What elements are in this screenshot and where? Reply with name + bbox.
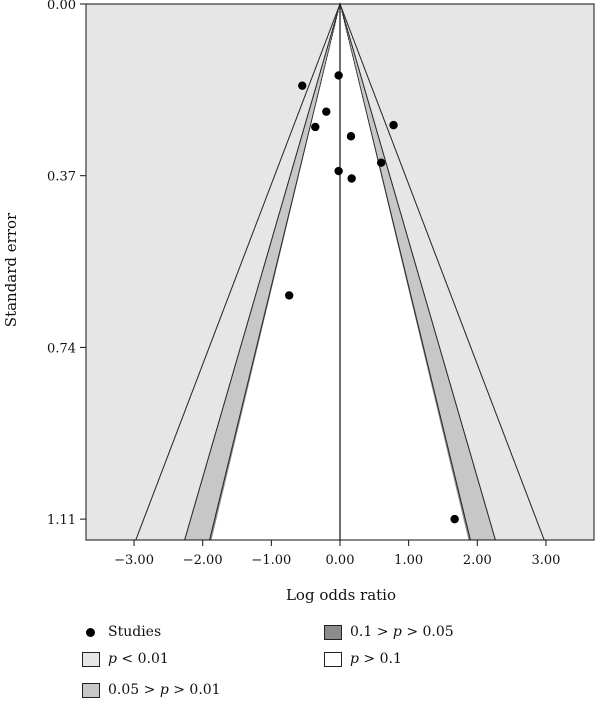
study-point (376, 158, 386, 167)
x-tick-label: 2.00 (463, 553, 492, 568)
y-tick-label: 0.74 (47, 341, 76, 356)
study-point (311, 122, 320, 132)
study-point (450, 514, 459, 524)
y-tick-label: 1.11 (47, 513, 76, 528)
study-point (298, 81, 307, 90)
x-axis-title: Log odds ratio (286, 586, 396, 604)
study-point (347, 174, 356, 183)
funnel-edge-line (339, 3, 545, 541)
y-tick-label: 0.00 (47, 0, 76, 13)
funnel-edge-line (339, 3, 471, 541)
study-point (389, 120, 398, 130)
study-point (334, 71, 343, 80)
funnel-edge-line (135, 3, 341, 541)
study-point (334, 166, 343, 176)
x-tick-label: 0.00 (326, 553, 355, 568)
x-tick-label: −1.00 (251, 553, 291, 568)
y-tick-label: 0.37 (47, 170, 76, 185)
study-point (322, 107, 331, 116)
study-point (346, 132, 356, 141)
x-tick-label: 3.00 (531, 553, 560, 568)
x-tick-label: −2.00 (183, 553, 223, 568)
y-axis-title: Standard error (2, 212, 20, 327)
study-point (285, 291, 294, 300)
x-tick-label: −3.00 (114, 553, 154, 568)
x-tick-label: 1.00 (394, 553, 423, 568)
funnel-edge-line (209, 3, 341, 541)
